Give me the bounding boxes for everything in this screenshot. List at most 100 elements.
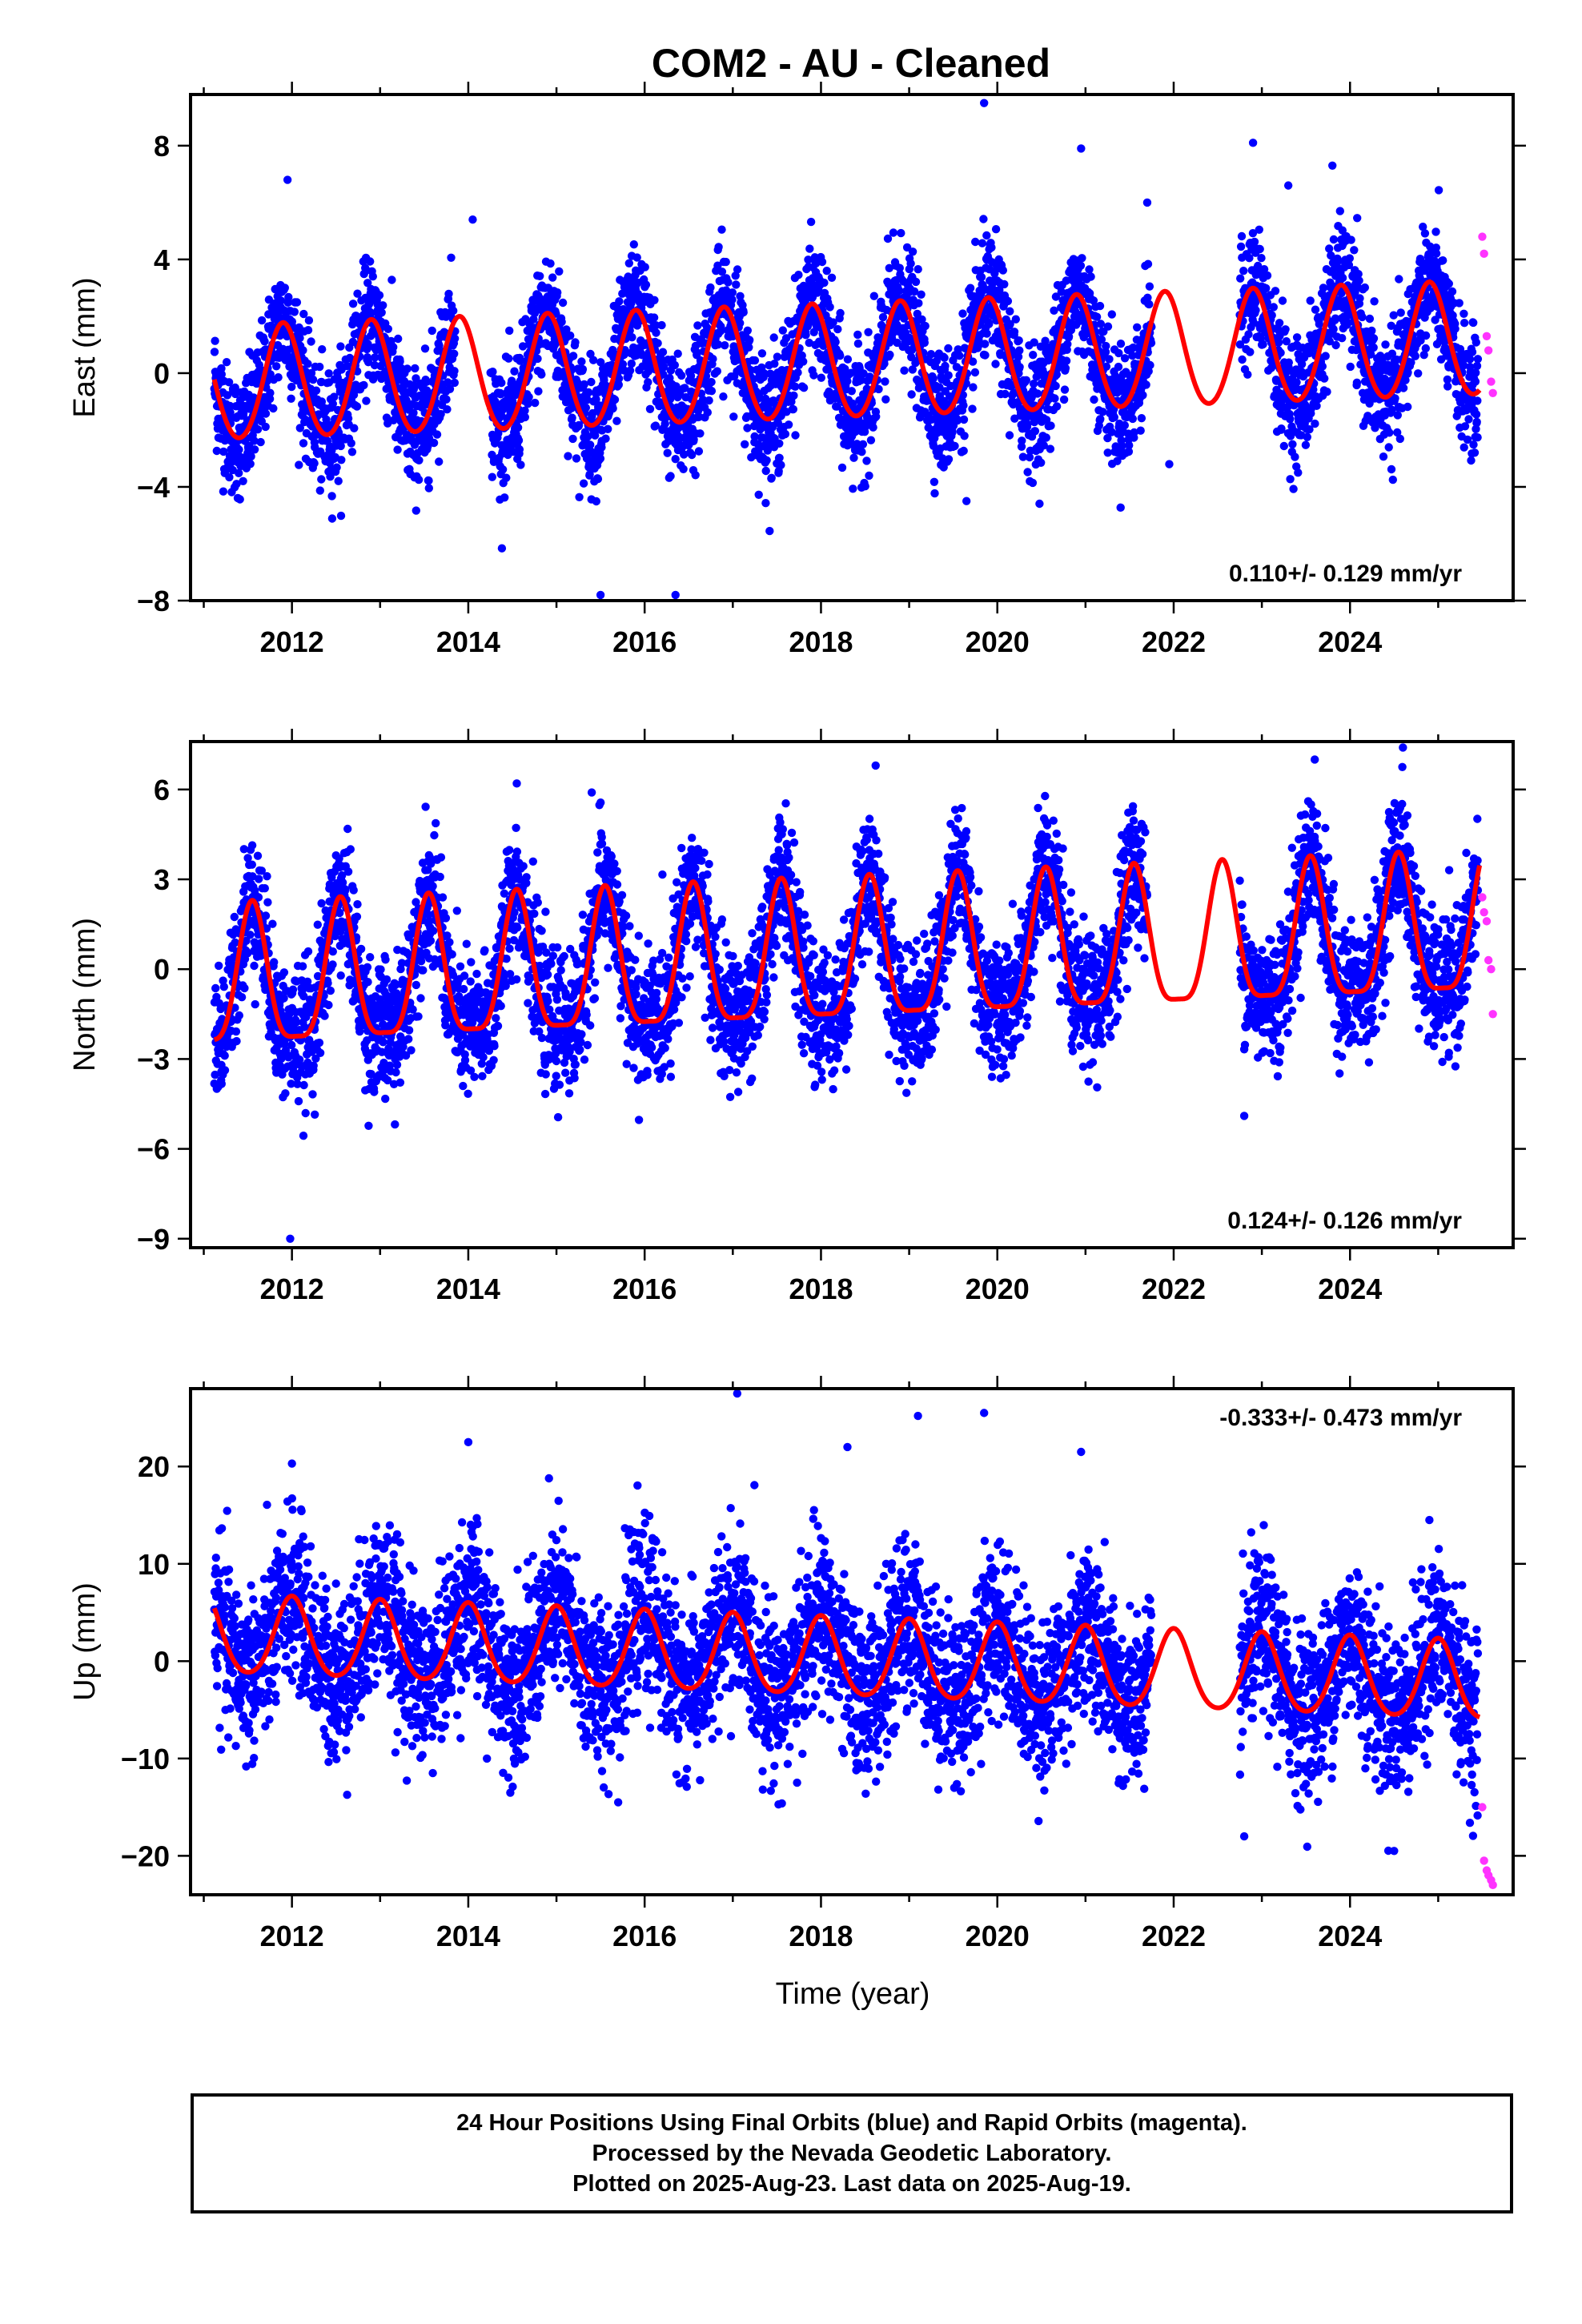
final-orbit-point: [1015, 363, 1024, 372]
final-orbit-point: [1315, 320, 1324, 328]
final-orbit-point: [350, 424, 359, 432]
final-orbit-point: [564, 452, 572, 460]
final-orbit-point: [714, 243, 723, 251]
final-orbit-point: [1029, 351, 1038, 360]
final-orbit-point: [1367, 326, 1376, 336]
y-tick-label: 0: [154, 357, 170, 390]
final-orbit-point: [217, 364, 226, 373]
final-orbit-point: [917, 290, 926, 299]
final-orbit-point: [510, 367, 519, 376]
final-orbit-point: [1246, 348, 1255, 356]
final-orbit-point: [721, 257, 730, 267]
final-orbit-point: [247, 860, 256, 869]
final-orbit-point: [1011, 315, 1021, 324]
final-orbit-point: [449, 306, 458, 316]
final-orbit-point: [1006, 307, 1014, 316]
final-orbit-point: [583, 396, 592, 404]
final-orbit-point: [991, 360, 1000, 368]
final-orbit-point: [1236, 274, 1245, 283]
final-orbit-point: [343, 361, 351, 371]
final-orbit-point: [911, 277, 921, 287]
final-orbit-point: [352, 402, 362, 411]
final-orbit-point: [375, 291, 384, 300]
final-orbit-point: [371, 353, 379, 362]
final-orbit-point: [524, 392, 533, 401]
final-orbit-point: [578, 364, 588, 374]
final-orbit-point: [1421, 344, 1431, 353]
final-orbit-point: [1444, 279, 1454, 288]
final-orbit-point: [694, 447, 704, 456]
final-orbit-point: [1136, 426, 1145, 435]
final-orbit-point: [889, 228, 898, 237]
final-orbit-point: [295, 333, 304, 343]
final-orbit-point: [568, 434, 577, 444]
final-orbit-point: [410, 383, 419, 392]
final-orbit-point: [215, 961, 223, 971]
final-orbit-point: [488, 472, 496, 481]
final-orbit-point: [377, 308, 386, 317]
final-orbit-point: [843, 355, 853, 364]
final-orbit-point: [276, 296, 286, 305]
final-orbit-point: [1143, 259, 1153, 268]
final-orbit-point: [230, 912, 239, 922]
final-orbit-point: [614, 374, 624, 383]
final-orbit-point: [1251, 306, 1260, 315]
final-orbit-point: [504, 354, 513, 363]
final-orbit-point: [628, 333, 636, 342]
final-orbit-point: [1472, 417, 1481, 427]
final-orbit-point: [977, 272, 986, 282]
final-orbit-point: [435, 457, 444, 466]
final-orbit-point: [222, 358, 231, 367]
final-orbit-point: [502, 473, 511, 482]
final-orbit-point: [1460, 319, 1469, 328]
final-orbit-point: [705, 396, 713, 405]
final-orbit-point: [881, 377, 889, 386]
final-orbit-point: [982, 329, 991, 338]
final-orbit-point: [822, 267, 831, 275]
final-orbit-point: [235, 445, 243, 454]
final-orbit-point: [1269, 303, 1279, 312]
final-orbit-point: [1275, 319, 1284, 328]
final-orbit-point: [1360, 283, 1370, 292]
final-orbit-point: [757, 349, 767, 358]
final-orbit-point: [415, 456, 424, 464]
final-orbit-point: [447, 253, 456, 262]
final-orbit-point: [327, 492, 336, 501]
final-orbit-point: [745, 336, 754, 344]
final-orbit-point: [1472, 410, 1481, 419]
final-orbit-point: [488, 368, 497, 376]
final-orbit-point: [1116, 340, 1126, 348]
y-tick-label: −4: [137, 471, 170, 504]
final-orbit-point: [332, 463, 341, 472]
final-orbit-point: [310, 459, 319, 468]
final-orbit-point: [959, 446, 968, 456]
final-orbit-point: [284, 292, 293, 302]
final-orbit-point: [775, 453, 784, 462]
final-orbit-point: [762, 456, 771, 464]
final-orbit-point: [784, 420, 793, 429]
final-orbit-point: [246, 460, 255, 468]
final-orbit-point: [857, 448, 866, 456]
x-tick-label: 2012: [260, 625, 324, 658]
final-orbit-point: [1023, 468, 1032, 476]
final-orbit-point: [212, 446, 221, 456]
final-orbit-point: [394, 334, 403, 344]
final-orbit-point: [1015, 346, 1024, 355]
final-orbit-point: [761, 466, 770, 476]
final-orbit-point: [991, 225, 1001, 234]
final-orbit-point: [224, 378, 234, 387]
final-orbit-point: [568, 352, 578, 360]
final-orbit-point: [1037, 458, 1046, 467]
final-orbit-point: [299, 309, 308, 319]
final-orbit-point: [739, 308, 748, 317]
final-orbit-point: [1096, 320, 1106, 328]
final-orbit-point: [572, 454, 581, 463]
final-orbit-point: [982, 231, 991, 240]
x-tick-label: 2020: [966, 625, 1030, 658]
final-orbit-point: [897, 228, 905, 238]
final-orbit-point: [970, 368, 980, 377]
final-orbit-point: [713, 367, 721, 376]
final-orbit-point: [585, 470, 594, 479]
final-orbit-point: [1306, 296, 1315, 305]
